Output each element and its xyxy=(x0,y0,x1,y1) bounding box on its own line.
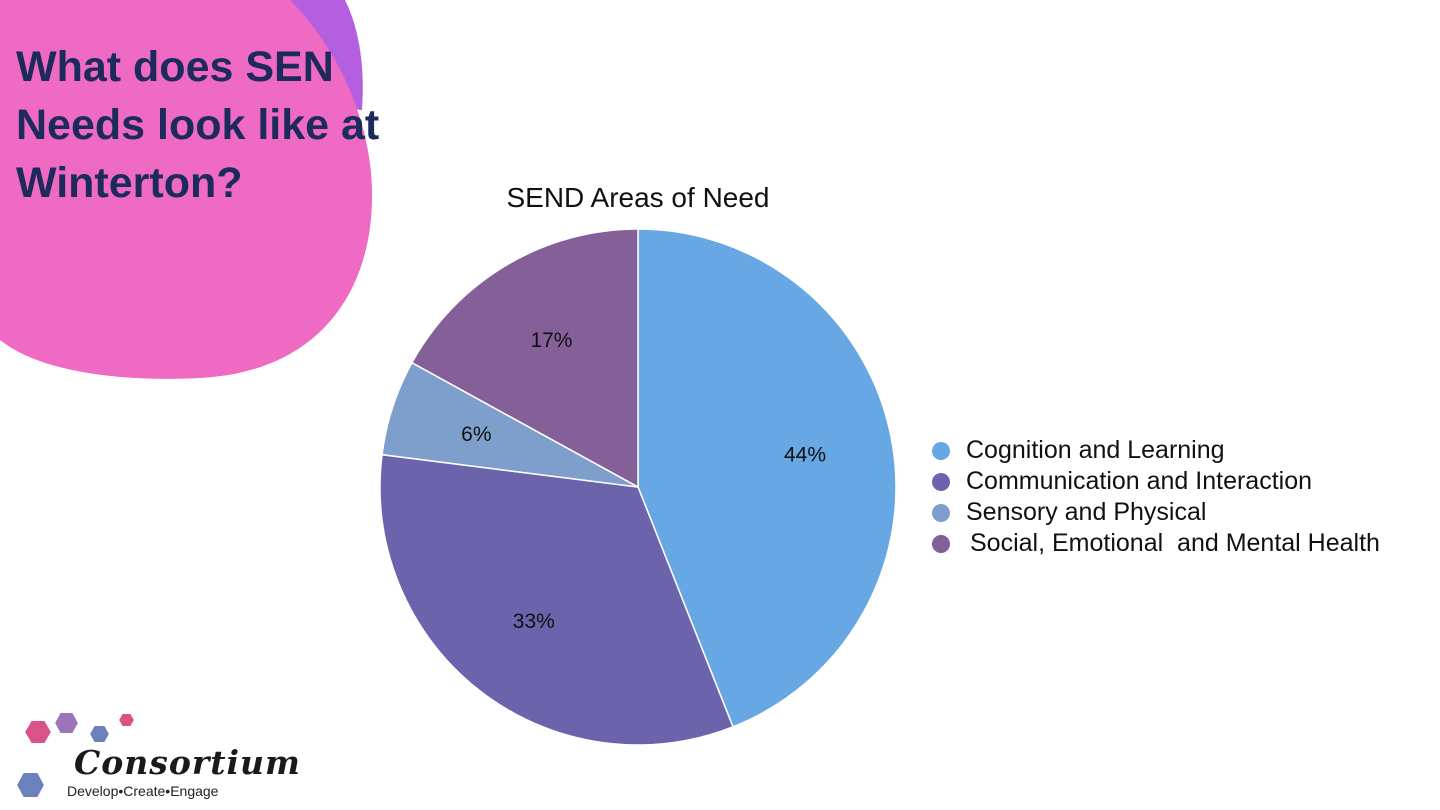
legend-item-sensory: Sensory and Physical xyxy=(932,497,1380,528)
legend-swatch xyxy=(932,472,950,491)
legend-label: Communication and Interaction xyxy=(966,467,1313,495)
legend-swatch xyxy=(932,534,950,553)
pink-blob xyxy=(0,0,373,379)
slide-title-line-1: What does SEN xyxy=(16,43,334,91)
legend-label: Cognition and Learning xyxy=(966,436,1225,464)
chart-title: SEND Areas of Need xyxy=(506,182,770,213)
legend-item-cognition: Cognition and Learning xyxy=(932,435,1380,466)
pie-slice-0 xyxy=(637,228,897,728)
legend-item-communication: Communication and Interaction xyxy=(932,466,1380,497)
pie-slice-label-3: 17% xyxy=(530,329,572,352)
slide-title-line-2: Needs look like at xyxy=(16,101,380,149)
legend-label: Social, Emotional and Mental Health xyxy=(970,529,1380,557)
pie-slice-1 xyxy=(379,453,734,746)
legend-label: Sensory and Physical xyxy=(966,498,1207,526)
legend-swatch xyxy=(932,441,950,460)
legend-swatch xyxy=(932,503,950,522)
legend-item-social: Social, Emotional and Mental Health xyxy=(932,528,1380,559)
logo-wordmark: Consortium xyxy=(74,743,301,782)
consortium-logo: Consortium Develop•Create•Engage xyxy=(14,705,300,805)
pie-slice-label-1: 33% xyxy=(513,610,555,633)
pie-slice-3 xyxy=(410,228,639,489)
hexagon-logo-icon xyxy=(14,711,137,799)
chart-legend: Cognition and Learning Communication and… xyxy=(932,435,1380,559)
slide-title-line-3: Winterton? xyxy=(16,159,243,207)
slide-title: What does SEN Needs look like at Wintert… xyxy=(16,38,416,212)
logo-tagline: Develop•Create•Engage xyxy=(67,783,219,799)
pie-slice-label-2: 6% xyxy=(461,423,491,446)
pie-slice-label-0: 44% xyxy=(784,444,826,467)
